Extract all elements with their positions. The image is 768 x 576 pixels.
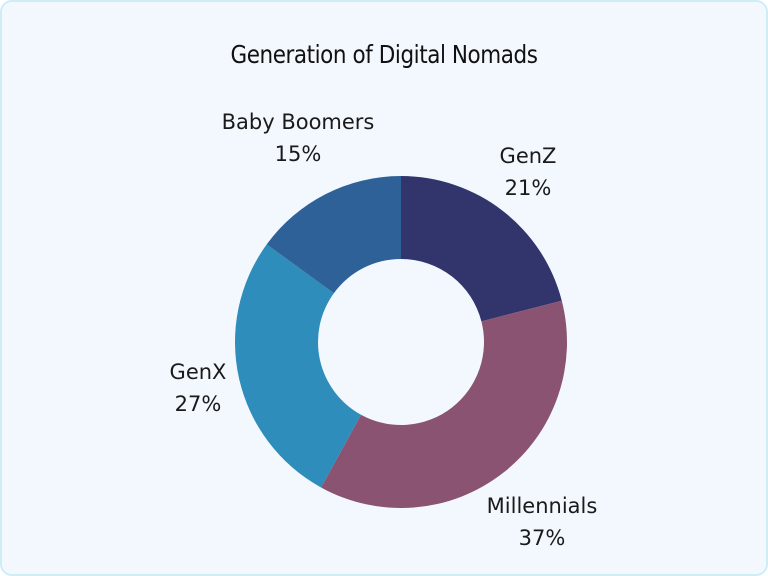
slice-genz [401,176,562,322]
label-name: GenZ [499,144,557,168]
label-pct: 15% [274,142,322,166]
slice-millennials [321,300,567,508]
label-baby-boomers: Baby Boomers 15% [198,106,398,170]
label-pct: 27% [174,392,222,416]
slice-genx [234,244,362,488]
label-name: Baby Boomers [221,110,375,134]
label-name: GenX [169,360,227,384]
label-name: Millennials [486,494,598,518]
slice-baby-boomers [266,176,401,294]
label-pct: 37% [518,526,566,550]
chart-title: Generation of Digital Nomads [230,40,538,69]
label-genz: GenZ 21% [468,140,588,204]
label-genx: GenX 27% [148,356,248,420]
label-millennials: Millennials 37% [472,490,612,554]
label-pct: 21% [504,176,552,200]
